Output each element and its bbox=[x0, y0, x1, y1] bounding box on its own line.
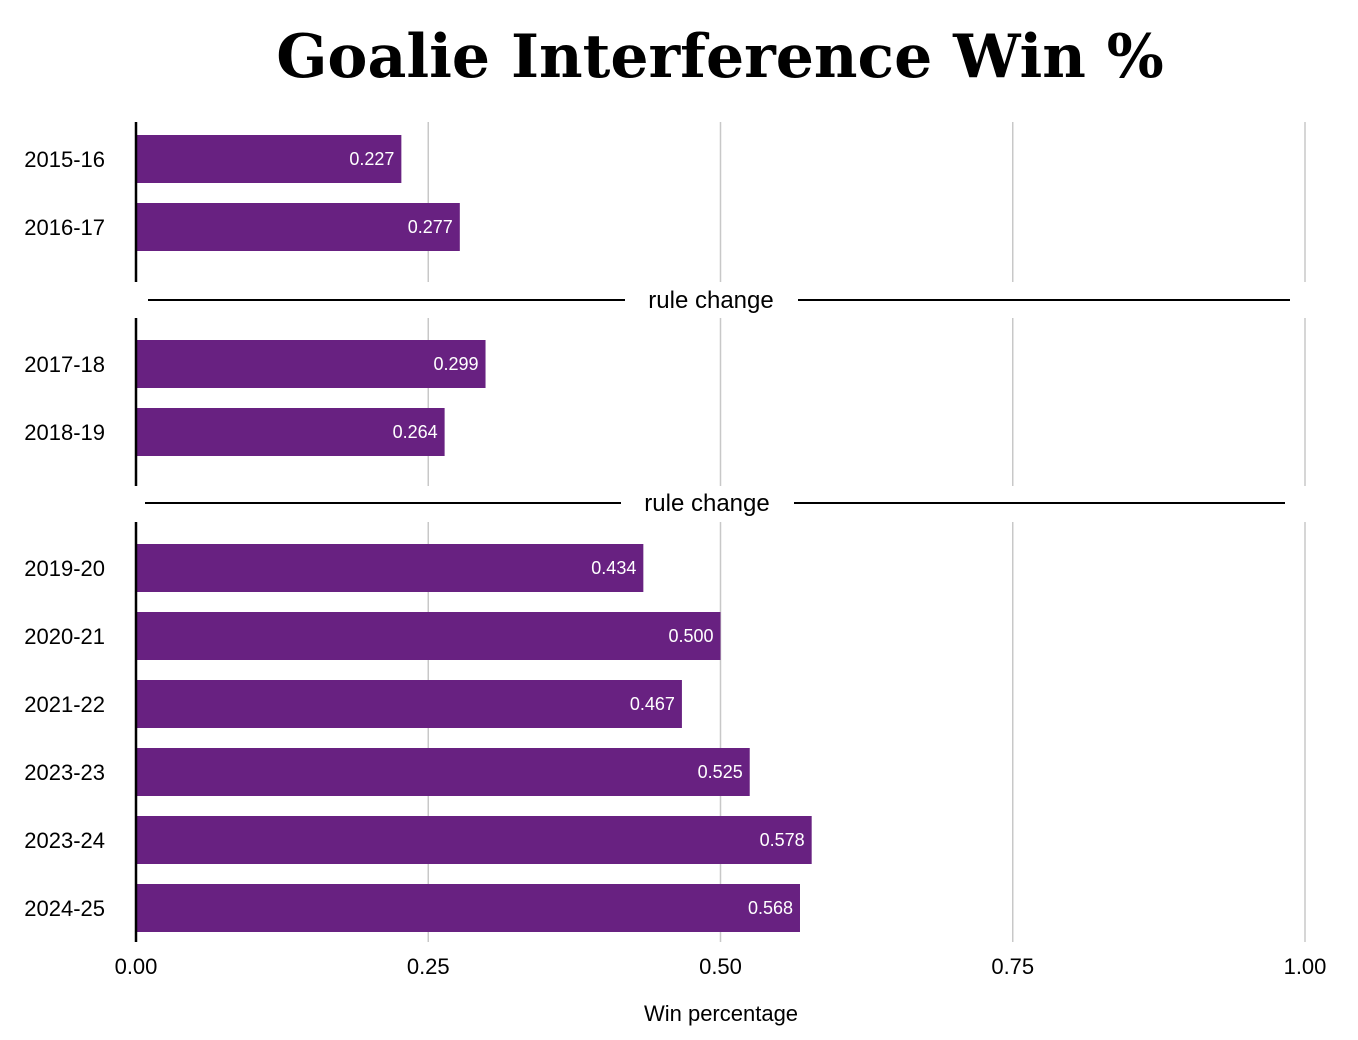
category-label: 2019-20 bbox=[24, 556, 105, 581]
category-label: 2017-18 bbox=[24, 352, 105, 377]
category-label: 2024-25 bbox=[24, 896, 105, 921]
bar-value-label: 0.578 bbox=[760, 830, 805, 850]
x-tick-label: 0.00 bbox=[115, 954, 158, 979]
category-label: 2023-23 bbox=[24, 760, 105, 785]
bar-value-label: 0.500 bbox=[668, 626, 713, 646]
category-label: 2015-16 bbox=[24, 147, 105, 172]
bar-value-label: 0.434 bbox=[591, 558, 636, 578]
category-label: 2023-24 bbox=[24, 828, 105, 853]
bar bbox=[137, 816, 812, 864]
bar bbox=[137, 408, 445, 456]
bar bbox=[137, 135, 402, 183]
bar bbox=[137, 748, 750, 796]
bar bbox=[137, 203, 460, 251]
bars: 0.227 0.277 0.299 0.264 0.434 0.500 0.467 0.525… bbox=[137, 135, 812, 932]
category-label: 2021-22 bbox=[24, 692, 105, 717]
x-axis-label: Win percentage bbox=[644, 1001, 798, 1026]
bar bbox=[137, 544, 644, 592]
x-axis-ticks: 0.00 0.25 0.50 0.75 1.00 bbox=[115, 954, 1327, 979]
rule-change-dividers: rule change rule change bbox=[145, 287, 1290, 517]
bar-value-label: 0.568 bbox=[748, 898, 793, 918]
bar bbox=[137, 340, 486, 388]
gridlines bbox=[427, 122, 1306, 942]
x-tick-label: 1.00 bbox=[1284, 954, 1327, 979]
bar bbox=[137, 884, 800, 932]
x-tick-label: 0.75 bbox=[991, 954, 1034, 979]
bar bbox=[137, 680, 682, 728]
bar-value-label: 0.525 bbox=[698, 762, 743, 782]
divider-label: rule change bbox=[644, 490, 769, 517]
category-label: 2016-17 bbox=[24, 215, 105, 240]
bar-value-label: 0.227 bbox=[349, 149, 394, 169]
bar bbox=[137, 612, 721, 660]
bar-value-label: 0.467 bbox=[630, 694, 675, 714]
bar-value-label: 0.277 bbox=[408, 217, 453, 237]
category-label: 2020-21 bbox=[24, 624, 105, 649]
bar-value-label: 0.264 bbox=[393, 422, 438, 442]
chart-title: Goalie Interference Win % bbox=[276, 22, 1164, 92]
category-label: 2018-19 bbox=[24, 420, 105, 445]
divider-label: rule change bbox=[648, 287, 773, 314]
x-tick-label: 0.50 bbox=[699, 954, 742, 979]
bar-value-label: 0.299 bbox=[433, 354, 478, 374]
x-tick-label: 0.25 bbox=[407, 954, 450, 979]
axes: 2015-16 2016-17 2017-18 2018-19 2019-20 2020-… bbox=[24, 122, 138, 942]
